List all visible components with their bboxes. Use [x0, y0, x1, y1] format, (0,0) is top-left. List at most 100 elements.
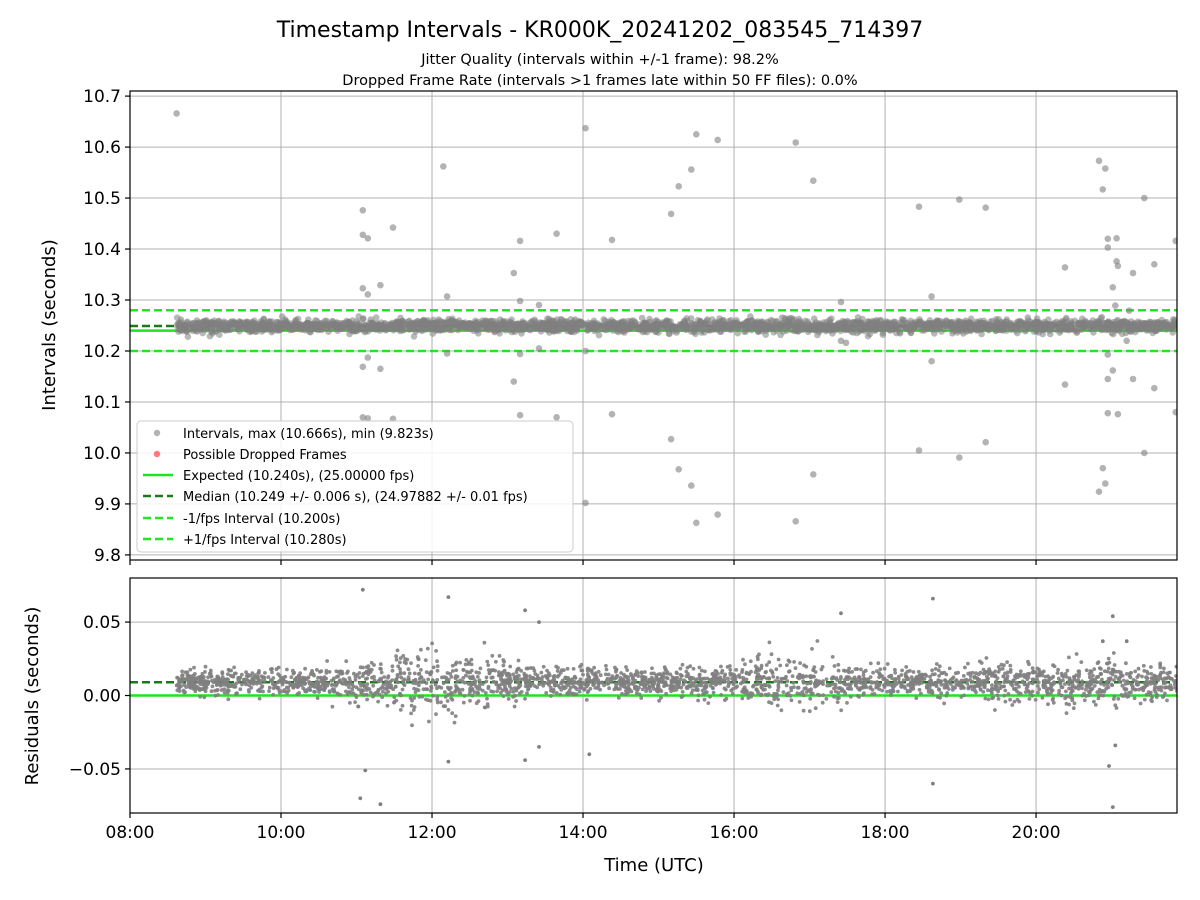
residual-point: [470, 693, 475, 698]
interval-point: [1003, 327, 1010, 334]
residual-point: [626, 687, 631, 692]
residual-point: [1056, 667, 1060, 672]
residual-point: [831, 682, 835, 687]
residual-point: [365, 676, 369, 681]
residual-point: [1071, 706, 1076, 711]
residual-point: [443, 695, 448, 699]
residual-point: [812, 674, 816, 679]
residual-point: [996, 665, 1001, 669]
residual-point: [449, 696, 454, 701]
residual-point: [453, 714, 458, 718]
residual-point: [1064, 675, 1069, 679]
interval-point: [278, 322, 286, 329]
residual-point: [400, 687, 405, 692]
residual-point: [665, 671, 670, 676]
residual-point: [461, 676, 466, 680]
residual-point: [959, 695, 964, 699]
interval-point: [537, 319, 544, 326]
residual-point: [928, 674, 932, 679]
intervals-x-ticks: [129, 560, 1037, 565]
residual-point: [868, 661, 873, 666]
residual-point: [240, 682, 244, 687]
residual-point: [203, 664, 208, 669]
legend-label-median: Median (10.249 +/- 0.006 s), (24.97882 +…: [183, 490, 528, 505]
residual-point: [581, 672, 585, 677]
interval-point: [355, 313, 363, 320]
interval-point: [786, 321, 793, 329]
interval-point: [389, 224, 397, 231]
residual-point: [966, 661, 970, 666]
interval-point: [1141, 194, 1148, 202]
residual-point: [781, 690, 786, 694]
interval-point: [1114, 262, 1122, 270]
residual-point: [209, 689, 214, 694]
interval-point: [491, 327, 499, 335]
residual-point: [1018, 669, 1023, 674]
residual-point: [480, 688, 485, 693]
interval-point: [788, 315, 796, 322]
residual-point: [407, 671, 412, 676]
interval-point: [173, 314, 181, 322]
interval-point: [553, 230, 560, 237]
residual-point: [1102, 683, 1107, 687]
residual-point: [495, 689, 499, 694]
interval-point: [217, 322, 225, 330]
residual-point: [639, 696, 644, 700]
residual-point: [647, 679, 652, 683]
residual-point: [408, 696, 413, 700]
residual-point: [1087, 675, 1092, 680]
residual-point: [552, 674, 557, 678]
residual-point: [791, 680, 796, 685]
residual-point: [479, 681, 483, 685]
residual-point: [984, 656, 989, 660]
interval-point: [982, 438, 989, 446]
residual-point: [385, 680, 390, 685]
residual-point: [1112, 663, 1117, 667]
residual-point: [649, 671, 654, 676]
residual-point: [424, 697, 428, 702]
residual-point: [810, 647, 814, 651]
residual-point: [1129, 670, 1133, 675]
residual-point: [912, 679, 917, 684]
residual-point: [688, 684, 693, 689]
residual-point: [180, 673, 184, 678]
residual-point: [484, 675, 489, 680]
residual-point: [1067, 655, 1071, 660]
interval-point: [856, 323, 863, 330]
residual-point: [234, 681, 239, 686]
interval-point: [472, 320, 480, 327]
residual-point: [1162, 666, 1166, 671]
residual-point: [882, 685, 887, 689]
interval-point: [1104, 351, 1112, 358]
residual-point: [460, 687, 465, 692]
residual-point: [1152, 685, 1157, 690]
residual-point: [1165, 698, 1169, 703]
interval-point: [1146, 318, 1154, 326]
residual-point: [974, 671, 978, 676]
interval-point: [1097, 315, 1105, 322]
residual-point: [357, 671, 362, 675]
legend: Intervals, max (10.666s), min (9.823s) P…: [136, 420, 574, 553]
residual-point: [431, 665, 436, 670]
interval-point: [1104, 244, 1112, 251]
residual-point: [925, 682, 930, 687]
residual-point: [424, 681, 429, 685]
residual-point: [661, 675, 665, 679]
interval-point: [1061, 264, 1069, 271]
residual-point: [706, 701, 711, 705]
residual-point: [553, 683, 558, 688]
y-tick-label: 10.5: [83, 189, 121, 209]
residual-point: [1027, 697, 1032, 701]
residual-point: [215, 688, 219, 693]
residual-point: [506, 697, 511, 701]
residual-point: [469, 662, 474, 667]
residual-point: [1144, 692, 1149, 697]
residual-point: [612, 676, 617, 681]
residual-point: [484, 679, 489, 684]
residual-point: [744, 677, 749, 682]
residual-point: [541, 664, 546, 669]
residual-point: [771, 674, 776, 679]
interval-point: [445, 324, 453, 332]
residual-point: [1063, 682, 1067, 686]
residual-point: [556, 683, 560, 688]
